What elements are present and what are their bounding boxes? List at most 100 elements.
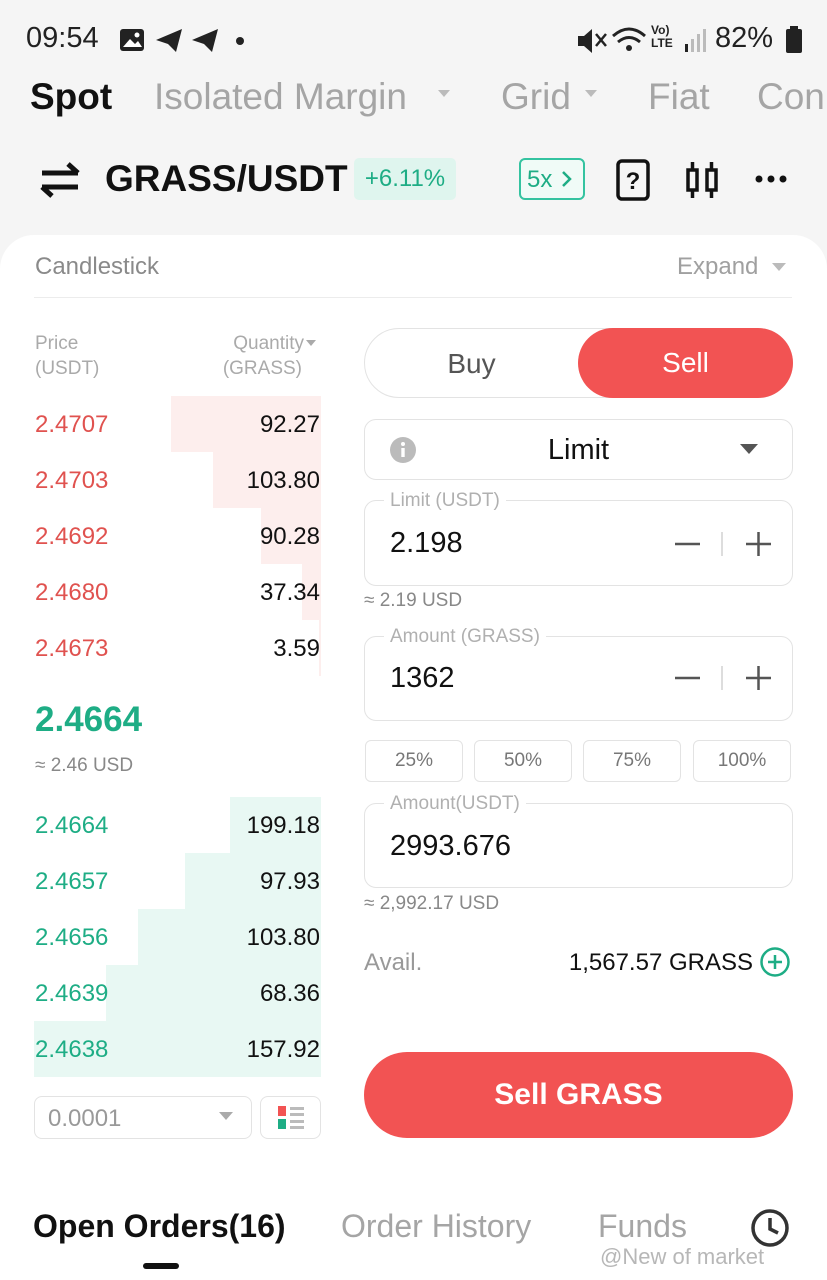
caret — [219, 1112, 233, 1120]
last-price: 2.4664 — [35, 700, 143, 739]
precision-select[interactable] — [34, 1096, 252, 1139]
change-badge: +6.11% — [354, 158, 456, 200]
candlestick-label[interactable]: Candlestick — [35, 253, 160, 280]
precision-value: 0.0001 — [48, 1105, 122, 1132]
signal-icons — [578, 27, 646, 53]
clock: 09:54 — [26, 22, 99, 54]
ask-depth-bar — [213, 452, 321, 508]
bid-price: 2.4656 — [35, 924, 109, 951]
percent-button[interactable]: 50% — [474, 740, 572, 782]
leverage-label: 5x — [527, 166, 553, 193]
help-icon[interactable]: ? — [612, 158, 654, 202]
tab-open-orders[interactable]: Open Orders(16) — [33, 1208, 286, 1244]
last-price-usd: ≈ 2.46 USD — [35, 755, 134, 776]
chevron — [562, 171, 572, 187]
limit-value: 2.198 — [390, 527, 463, 559]
ask-depth-bar — [260, 508, 321, 564]
bid-price: 2.4664 — [35, 812, 109, 839]
add-funds-icon[interactable] — [759, 946, 791, 978]
watermark: @New of market — [600, 1244, 765, 1269]
cell-signal — [685, 29, 706, 52]
bid-quantity: 97.93 — [259, 868, 320, 895]
ask-price: 2.4707 — [35, 411, 109, 438]
book-layout-icon — [278, 1106, 304, 1129]
bid-price: 2.4657 — [35, 868, 109, 895]
bid-quantity: 199.18 — [246, 812, 320, 839]
expand-label[interactable]: Expand — [677, 253, 759, 280]
ask-quantity: 103.80 — [246, 467, 320, 494]
info-icon[interactable] — [389, 436, 417, 464]
stepper[interactable] — [672, 528, 776, 560]
caret — [438, 90, 450, 97]
svg-text:?: ? — [626, 168, 641, 195]
bid-price: 2.4639 — [35, 980, 109, 1007]
ask-price: 2.4680 — [35, 579, 109, 606]
bid-quantity: 157.92 — [246, 1036, 320, 1063]
ask-quantity: 92.27 — [259, 411, 320, 438]
stepper[interactable] — [672, 662, 776, 694]
ask-price: 2.4703 — [35, 467, 109, 494]
percent-button[interactable]: 75% — [583, 740, 681, 782]
ask-depth-bar — [171, 396, 321, 452]
tab-indicator — [143, 1263, 179, 1269]
bid-quantity: 68.36 — [259, 980, 320, 1007]
amount-label: Amount (GRASS) — [384, 626, 546, 648]
leverage-button[interactable] — [519, 158, 585, 200]
bid-quantity: 103.80 — [246, 924, 320, 951]
ask-depth-bar — [302, 564, 321, 620]
lte-label: LTE — [651, 36, 673, 50]
quantity-unit: (GRASS) — [222, 358, 302, 379]
ask-price: 2.4692 — [35, 523, 109, 550]
buy-tab[interactable]: Buy — [447, 348, 496, 379]
candle-icon[interactable] — [683, 158, 721, 202]
bid-price: 2.4638 — [35, 1036, 109, 1063]
order-type: Limit — [547, 434, 610, 466]
book-layout-button[interactable] — [260, 1096, 321, 1139]
caret — [306, 340, 316, 346]
caret — [740, 444, 758, 454]
bid-depth-bar — [229, 797, 321, 853]
bid-depth-bar — [106, 965, 321, 1021]
avail-label: Avail. — [364, 949, 423, 976]
tab-spot[interactable]: Spot — [30, 76, 113, 117]
percent-button[interactable]: 100% — [693, 740, 791, 782]
ask-quantity: 37.34 — [259, 579, 320, 606]
total-approx: ≈ 2,992.17 USD — [364, 893, 500, 914]
total-label: Amount(USDT) — [384, 793, 526, 815]
ask-depth-bar — [319, 620, 321, 676]
percent-button[interactable]: 25% — [365, 740, 463, 782]
battery-icon — [786, 26, 802, 53]
swap-icon[interactable] — [38, 160, 82, 200]
ask-quantity: 3.59 — [273, 635, 320, 662]
tab-grid[interactable]: Grid — [501, 76, 571, 117]
tab-funds[interactable]: Funds — [598, 1208, 687, 1244]
more-icon[interactable] — [754, 172, 788, 186]
limit-label: Limit (USDT) — [384, 490, 506, 512]
sell-tab[interactable]: Sell — [578, 328, 793, 398]
battery-percent: 82% — [715, 22, 774, 54]
price-unit: (USDT) — [35, 358, 100, 379]
divider — [34, 297, 792, 298]
bid-depth-bar — [185, 853, 321, 909]
volte-label: Vo) — [651, 23, 670, 37]
order-type-select[interactable] — [364, 419, 793, 480]
quantity-header: Quantity — [233, 333, 304, 354]
ask-price: 2.4673 — [35, 635, 109, 662]
tab-convert[interactable]: Con — [757, 76, 825, 117]
history-icon[interactable] — [748, 1204, 796, 1252]
limit-approx: ≈ 2.19 USD — [364, 590, 463, 611]
pair-symbol[interactable]: GRASS/USDT — [105, 158, 348, 199]
total-input[interactable] — [364, 803, 793, 888]
tab-fiat[interactable]: Fiat — [648, 76, 710, 117]
amount-value: 1362 — [390, 662, 455, 694]
tab-order-history[interactable]: Order History — [341, 1208, 532, 1244]
tab-isolated-margin[interactable]: Isolated Margin — [154, 76, 407, 117]
ask-quantity: 90.28 — [259, 523, 320, 550]
bid-depth-bar — [137, 909, 321, 965]
price-header: Price — [35, 333, 79, 354]
caret — [772, 263, 786, 271]
caret — [585, 90, 597, 97]
submit-button[interactable]: Sell GRASS — [364, 1052, 793, 1138]
avail-value: 1,567.57 GRASS — [568, 949, 753, 976]
